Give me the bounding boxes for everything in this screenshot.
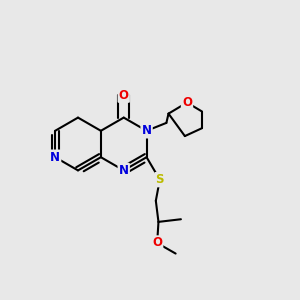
Text: O: O	[119, 89, 129, 102]
Text: N: N	[50, 151, 60, 164]
Text: O: O	[152, 236, 162, 250]
Text: S: S	[155, 173, 164, 186]
Text: N: N	[142, 124, 152, 137]
Text: O: O	[182, 96, 192, 109]
Text: N: N	[119, 164, 129, 177]
